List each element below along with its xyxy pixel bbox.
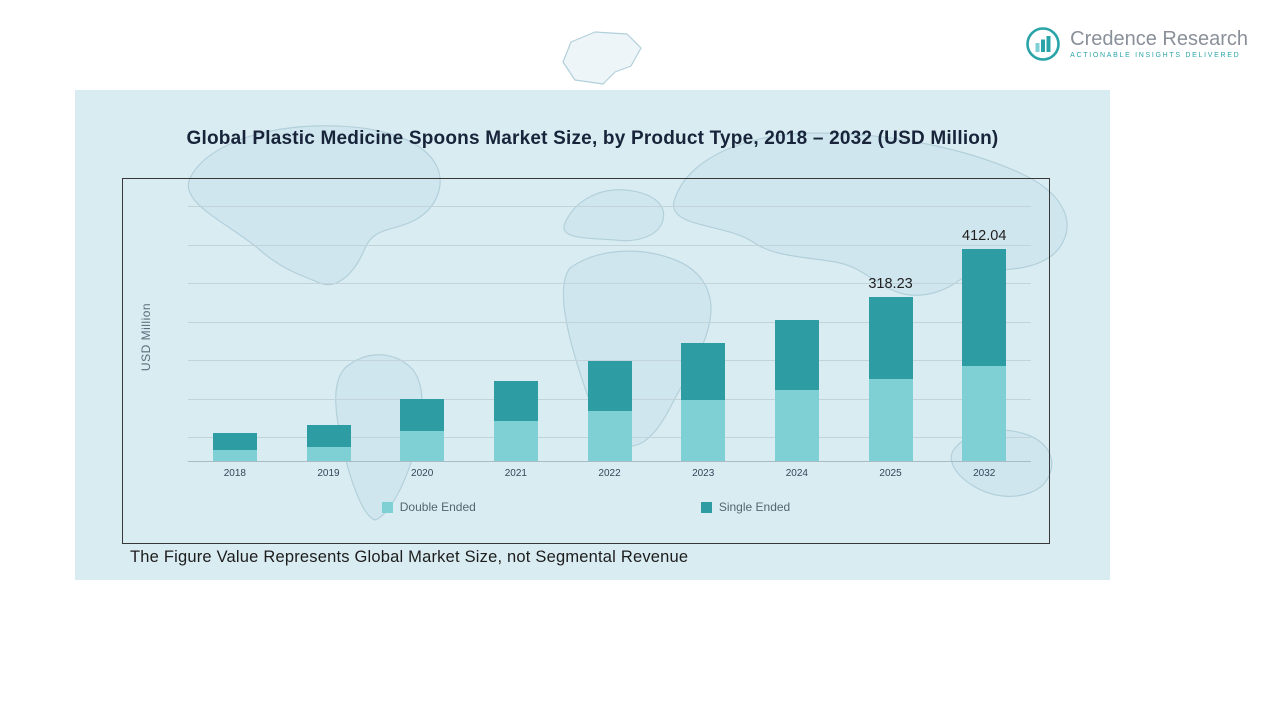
bar-group-2021 [469, 179, 563, 461]
legend: Double Ended Single Ended [123, 500, 1049, 514]
bar-group-2019 [282, 179, 376, 461]
bar-segment-double-ended [400, 431, 445, 461]
bar-segment-double-ended [587, 410, 632, 461]
bar-group-2025: 318.23 [844, 179, 938, 461]
bar-group-2022 [563, 179, 657, 461]
bar-stack-2024 [774, 319, 819, 461]
x-tick-2025: 2025 [879, 468, 902, 479]
x-axis-labels: 2018 2019 2020 2021 2022 2023 2024 2025 2032 [188, 468, 1031, 479]
bar-stack-2032 [962, 249, 1007, 461]
bar-segment-double-ended [493, 420, 538, 461]
bar-segment-single-ended [493, 381, 538, 421]
bar-segment-single-ended [868, 297, 913, 379]
bar-segment-double-ended [868, 378, 913, 461]
bar-chart-circle-icon [1025, 26, 1061, 62]
bar-group-2018 [188, 179, 282, 461]
logo-tagline: Actionable Insights Delivered [1070, 52, 1241, 60]
chart-plot-box: USD Million 318.23 412.04 2018 2019 2020 202… [122, 178, 1050, 544]
plot-area: 318.23 412.04 [188, 179, 1031, 462]
x-tick-2018: 2018 [223, 468, 246, 479]
x-tick-2032: 2032 [973, 468, 996, 479]
bar-segment-single-ended [962, 249, 1007, 366]
logo-name: Credence Research [1070, 28, 1248, 51]
y-axis-label: USD Million [139, 302, 153, 372]
bar-group-2032: 412.04 [937, 179, 1031, 461]
x-tick-2022: 2022 [598, 468, 621, 479]
bar-segment-double-ended [306, 446, 351, 461]
gridline [188, 245, 1031, 246]
bar-segment-double-ended [962, 365, 1007, 461]
bar-segment-double-ended [681, 400, 726, 461]
bar-segment-single-ended [306, 425, 351, 447]
x-tick-2019: 2019 [317, 468, 340, 479]
legend-label-single-ended: Single Ended [718, 500, 791, 514]
x-tick-2020: 2020 [411, 468, 434, 479]
bar-stack-2021 [493, 381, 538, 461]
chart-panel: Global Plastic Medicine Spoons Market Si… [75, 90, 1110, 580]
bar-stack-2018 [212, 432, 257, 461]
logo-text: Credence Research Actionable Insights De… [1070, 28, 1248, 60]
bar-stack-2023 [681, 342, 726, 461]
bar-stack-2022 [587, 360, 632, 461]
bar-group-2023 [656, 179, 750, 461]
chart-title: Global Plastic Medicine Spoons Market Si… [186, 128, 999, 149]
bar-segment-single-ended [774, 319, 819, 390]
bar-stack-2025 [868, 297, 913, 461]
bar-value-label-2025: 318.23 [868, 276, 913, 293]
x-tick-2023: 2023 [692, 468, 715, 479]
bar-segment-single-ended [681, 342, 726, 401]
credence-research-logo: Credence Research Actionable Insights De… [1025, 26, 1248, 62]
x-tick-2024: 2024 [785, 468, 808, 479]
bar-segment-single-ended [212, 432, 257, 450]
bar-segment-single-ended [587, 360, 632, 411]
bar-segment-single-ended [400, 399, 445, 432]
x-tick-2021: 2021 [504, 468, 527, 479]
bar-segment-double-ended [212, 449, 257, 461]
legend-swatch-single-ended [700, 501, 712, 513]
bar-stack-2020 [400, 399, 445, 461]
footnote: The Figure Value Represents Global Marke… [130, 548, 689, 566]
bar-stack-2019 [306, 425, 351, 461]
legend-item-single-ended: Single Ended [700, 500, 791, 514]
bar-group-2020 [375, 179, 469, 461]
bar-segment-double-ended [774, 390, 819, 461]
bar-group-2024 [750, 179, 844, 461]
bar-value-label-2032: 412.04 [962, 228, 1007, 245]
legend-item-double-ended: Double Ended [381, 500, 476, 514]
bars-row: 318.23 412.04 [188, 179, 1031, 461]
legend-swatch-double-ended [381, 501, 393, 513]
legend-label-double-ended: Double Ended [399, 500, 476, 514]
